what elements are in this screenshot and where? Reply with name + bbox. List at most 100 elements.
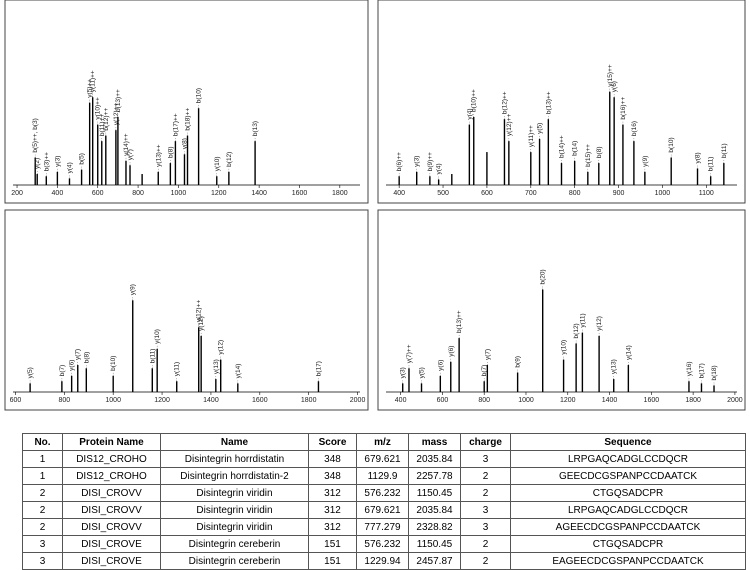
peak-label: y(11) bbox=[174, 362, 181, 376]
column-header: No. bbox=[22, 433, 63, 451]
peak-label: b(6)++ bbox=[396, 152, 403, 171]
table-cell: 3 bbox=[460, 450, 511, 468]
table-cell: Disintegrin horrdistatin bbox=[160, 450, 309, 468]
table-cell: 2 bbox=[22, 484, 63, 502]
x-tick-label: 400 bbox=[395, 397, 407, 404]
table-cell: 576.232 bbox=[356, 484, 409, 502]
peak-label: y(8) bbox=[181, 138, 188, 149]
peak-label: y(6) bbox=[448, 346, 455, 357]
table-cell: DISI_CROVV bbox=[62, 518, 161, 536]
table-cell: Disintegrin horrdistatin-2 bbox=[160, 467, 309, 485]
peak-label: b(10) bbox=[196, 88, 203, 103]
x-tick-label: 2000 bbox=[350, 397, 366, 404]
table-cell: 348 bbox=[308, 467, 357, 485]
peak-label: y(14) bbox=[235, 364, 242, 379]
x-tick-label: 1800 bbox=[332, 190, 348, 197]
peak-label: b(12)++ bbox=[501, 91, 508, 114]
peak-label: b(13)++ bbox=[545, 91, 552, 114]
peak-label: y(7) bbox=[127, 149, 134, 160]
table-cell: CTGQSADCPR bbox=[510, 535, 746, 553]
peak-label: b(7) bbox=[481, 365, 488, 377]
table-cell: Disintegrin viridin bbox=[160, 518, 309, 536]
peak-label: y(13) bbox=[611, 359, 618, 374]
peak-label: y(14) bbox=[625, 345, 632, 360]
x-tick-label: 200 bbox=[11, 190, 23, 197]
table-row: 3 DISI_CROVE Disintegrin cereberin 151 576.2… bbox=[22, 535, 746, 553]
table-cell: 576.232 bbox=[356, 535, 409, 553]
panel-frame bbox=[4, 0, 369, 204]
x-tick-label: 1200 bbox=[560, 397, 576, 404]
peak-label: b(8) bbox=[596, 146, 603, 158]
table-cell: 2328.82 bbox=[408, 518, 461, 536]
peak-label: y(4) bbox=[66, 162, 73, 173]
peak-label: y(11)++ bbox=[528, 125, 535, 147]
x-tick-label: 500 bbox=[437, 190, 449, 197]
table-cell: 2 bbox=[22, 518, 63, 536]
peak-label: b(13)++ bbox=[456, 310, 463, 333]
table-cell: 2 bbox=[460, 552, 511, 570]
x-tick-label: 800 bbox=[569, 190, 581, 197]
peak-label: b(12) bbox=[573, 323, 580, 338]
x-tick-label: 1600 bbox=[644, 397, 660, 404]
x-tick-label: 800 bbox=[132, 190, 144, 197]
x-tick-label: 600 bbox=[10, 397, 22, 404]
peak-label: y(5) bbox=[419, 367, 426, 378]
peak-label: b(10) bbox=[668, 137, 675, 152]
x-tick-label: 400 bbox=[393, 190, 405, 197]
peak-label: y(12)++ bbox=[506, 113, 513, 136]
peak-label: y(12) bbox=[218, 340, 225, 355]
table-cell: 348 bbox=[308, 450, 357, 468]
table-cell: DIS12_CROHO bbox=[62, 467, 161, 485]
table-cell: 151 bbox=[308, 552, 357, 570]
table-row: 2 DISI_CROVV Disintegrin viridin 312 679.621… bbox=[22, 501, 746, 519]
table-cell: EAGEECDCGSPANPCCDAATCK bbox=[510, 552, 746, 570]
peak-label: y(3) bbox=[54, 156, 61, 167]
table-cell: 3 bbox=[460, 518, 511, 536]
peak-label: b(16)++ bbox=[620, 97, 627, 120]
table-cell: DISI_CROVE bbox=[62, 552, 161, 570]
column-header: Name bbox=[160, 433, 309, 451]
peak-label: y(14)++ bbox=[123, 133, 130, 156]
x-tick-label: 1200 bbox=[211, 190, 227, 197]
x-tick-label: 1000 bbox=[518, 397, 534, 404]
column-header: mass bbox=[408, 433, 461, 451]
x-tick-label: 1600 bbox=[252, 397, 268, 404]
peak-label: b(17)++ bbox=[172, 113, 179, 136]
table-cell: 1 bbox=[22, 467, 63, 485]
peak-label: y(3) bbox=[400, 367, 407, 378]
peak-label: b(11) bbox=[149, 349, 156, 364]
column-header: Sequence bbox=[510, 433, 746, 451]
table-cell: Disintegrin cereberin bbox=[160, 535, 309, 553]
x-tick-label: 1100 bbox=[699, 190, 714, 197]
x-tick-label: 1400 bbox=[602, 397, 618, 404]
peak-label: y(9) bbox=[130, 284, 137, 295]
peak-label: y(6) bbox=[611, 81, 618, 92]
table-cell: Disintegrin cereberin bbox=[160, 552, 309, 570]
peak-label: b(11) bbox=[721, 143, 728, 158]
peak-label: b(13) bbox=[252, 121, 259, 136]
column-header: Score bbox=[308, 433, 357, 451]
peak-label: y(6) bbox=[437, 360, 444, 371]
peak-label: b(8) bbox=[83, 352, 90, 364]
table-cell: 3 bbox=[460, 501, 511, 519]
peak-label: b(11)++ bbox=[99, 114, 106, 136]
table-cell: 777.279 bbox=[356, 518, 409, 536]
table-cell: 312 bbox=[308, 501, 357, 519]
panel-frame bbox=[377, 209, 746, 411]
x-tick-label: 800 bbox=[478, 397, 490, 404]
x-tick-label: 2000 bbox=[727, 397, 743, 404]
table-cell: LRPGAQCADGLCCDQCR bbox=[510, 501, 746, 519]
table-cell: Disintegrin viridin bbox=[160, 501, 309, 519]
table-row: 1 DIS12_CROHO Disintegrin horrdistatin-2 34… bbox=[22, 467, 746, 485]
x-tick-label: 600 bbox=[92, 190, 104, 197]
table-cell: 151 bbox=[308, 535, 357, 553]
table-row: 2 DISI_CROVV Disintegrin viridin 312 777.279… bbox=[22, 518, 746, 536]
table-row: 3 DISI_CROVE Disintegrin cereberin 151 1229.… bbox=[22, 552, 746, 570]
peak-label: y(16) bbox=[686, 361, 693, 376]
peak-label: y(12)++ bbox=[113, 103, 120, 126]
column-header: charge bbox=[460, 433, 511, 451]
peak-label: b(13)++ bbox=[115, 89, 122, 112]
peak-label: b(7) bbox=[59, 365, 66, 377]
table-cell: 1150.45 bbox=[408, 484, 461, 502]
peak-label: y(4) bbox=[436, 163, 443, 174]
